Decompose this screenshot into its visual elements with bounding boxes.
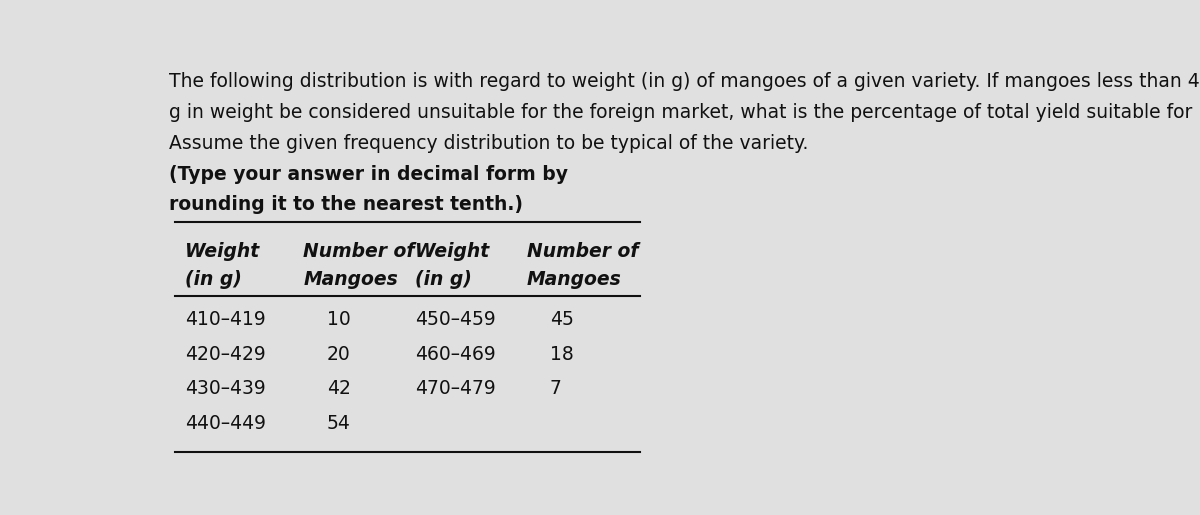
Text: 440–449: 440–449 — [185, 415, 266, 433]
Text: 42: 42 — [326, 380, 350, 399]
Text: Mangoes: Mangoes — [304, 270, 398, 289]
Text: 18: 18 — [550, 345, 574, 364]
Text: 420–429: 420–429 — [185, 345, 266, 364]
Text: 20: 20 — [326, 345, 350, 364]
Text: (Type your answer in decimal form by: (Type your answer in decimal form by — [168, 164, 568, 183]
Text: 470–479: 470–479 — [415, 380, 496, 399]
Text: Weight: Weight — [415, 242, 490, 261]
Text: The following distribution is with regard to weight (in g) of mangoes of a given: The following distribution is with regar… — [168, 72, 1200, 91]
Text: 7: 7 — [550, 380, 562, 399]
Text: 430–439: 430–439 — [185, 380, 266, 399]
Text: Mangoes: Mangoes — [527, 270, 622, 289]
Text: rounding it to the nearest tenth.): rounding it to the nearest tenth.) — [168, 195, 523, 214]
Text: Weight: Weight — [185, 242, 259, 261]
Text: 410–419: 410–419 — [185, 310, 266, 329]
Text: 460–469: 460–469 — [415, 345, 496, 364]
Text: Number of: Number of — [527, 242, 638, 261]
Text: g in weight be considered unsuitable for the foreign market, what is the percent: g in weight be considered unsuitable for… — [168, 102, 1200, 122]
Text: (in g): (in g) — [415, 270, 472, 289]
Text: Number of: Number of — [304, 242, 415, 261]
Text: Assume the given frequency distribution to be typical of the variety.: Assume the given frequency distribution … — [168, 133, 814, 152]
Text: 450–459: 450–459 — [415, 310, 496, 329]
Text: (in g): (in g) — [185, 270, 242, 289]
Text: 45: 45 — [550, 310, 574, 329]
Text: 54: 54 — [326, 415, 350, 433]
Text: 10: 10 — [326, 310, 350, 329]
